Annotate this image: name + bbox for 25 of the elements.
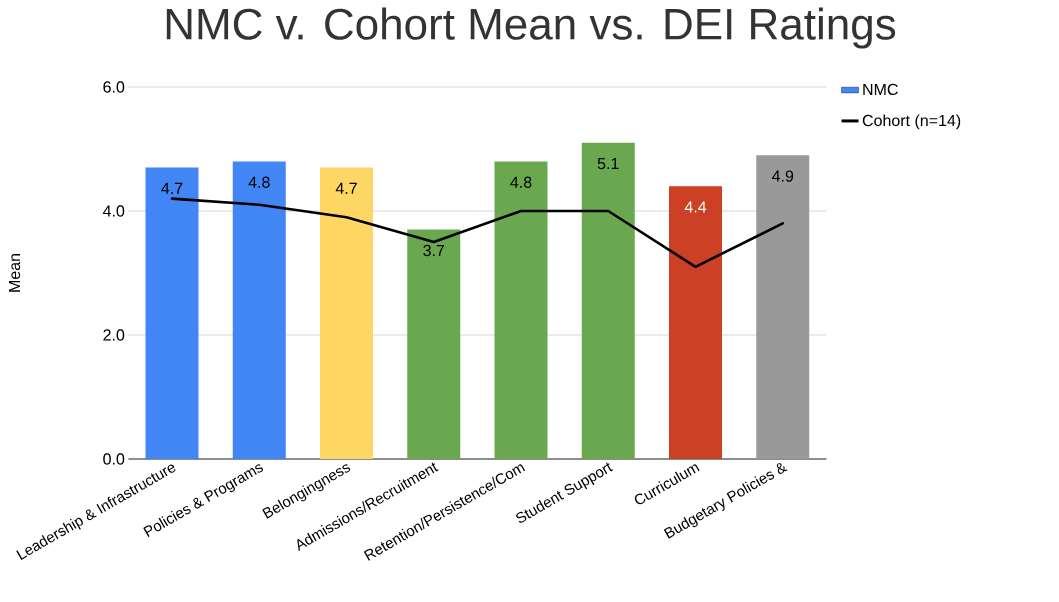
data-label: 4.8 (248, 176, 270, 188)
data-label: 5.1 (597, 157, 619, 170)
bar (145, 167, 199, 459)
chart-title: NMC v. Cohort Mean vs. DEI Ratings (166, 7, 896, 49)
bar (756, 155, 810, 459)
y-tick-label: 2.0 (103, 329, 125, 341)
data-label: 4.4 (684, 201, 707, 213)
y-tick-label: 0.0 (103, 453, 125, 465)
bar (494, 161, 548, 459)
bar (407, 229, 461, 459)
legend-label: NMC (863, 83, 898, 96)
data-label: 4.7 (335, 182, 357, 194)
y-tick-label: 6.0 (103, 81, 125, 93)
y-tick-label: 4.0 (102, 205, 125, 217)
bar (669, 186, 722, 459)
data-label: 4.9 (772, 170, 794, 182)
bar (581, 142, 635, 459)
data-label: 4.7 (161, 182, 183, 194)
line-series (170, 197, 785, 269)
bar (232, 161, 286, 459)
data-label: 3.7 (423, 244, 445, 257)
bar (320, 167, 373, 459)
legend-label: Cohort (n=14) (862, 114, 961, 130)
data-label: 4.8 (510, 176, 532, 188)
y-axis-title: Mean (8, 254, 21, 292)
